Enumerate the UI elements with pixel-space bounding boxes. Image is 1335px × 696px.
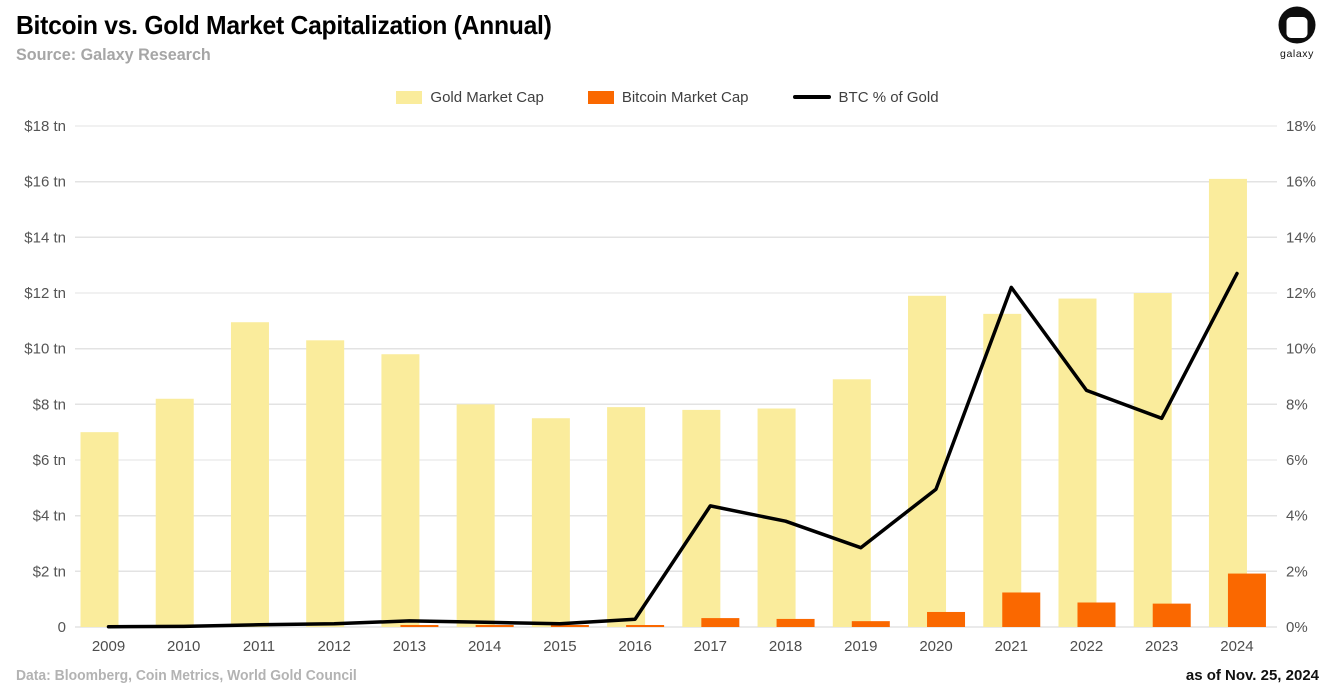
right-axis-tick: 12% [1286, 285, 1316, 302]
left-axis-tick: $2 tn [33, 563, 66, 580]
gold-bar-2016 [607, 407, 646, 627]
x-axis-label-2023: 2023 [1145, 638, 1178, 655]
x-axis-label-2017: 2017 [694, 638, 727, 655]
bitcoin-bar-2022 [1077, 602, 1116, 627]
bitcoin-bar-2023 [1152, 603, 1191, 627]
right-axis-tick: 14% [1286, 229, 1316, 246]
gold-bar-2020 [908, 295, 947, 627]
x-axis-label-2011: 2011 [243, 638, 275, 655]
gold-bar-2023 [1133, 293, 1172, 627]
left-axis-tick: 0 [58, 619, 66, 636]
line-swatch-icon [792, 95, 831, 99]
x-axis-label-2016: 2016 [618, 638, 651, 655]
left-axis-tick: $14 tn [24, 229, 66, 246]
x-axis-label-2015: 2015 [543, 638, 576, 655]
left-axis-tick: $4 tn [33, 508, 66, 525]
x-axis-label-2021: 2021 [995, 638, 1028, 655]
as-of-date: as of Nov. 25, 2024 [1185, 667, 1319, 684]
x-axis-label-2010: 2010 [167, 638, 200, 655]
bitcoin-bar-2018 [776, 618, 815, 627]
right-axis-tick: 8% [1286, 396, 1308, 413]
gold-bar-2024 [1208, 178, 1247, 627]
left-axis-tick: $12 tn [24, 285, 66, 302]
x-axis-label-2019: 2019 [844, 638, 877, 655]
gold-bar-2011 [230, 322, 269, 627]
left-axis-tick: $6 tn [33, 452, 66, 469]
page-title: Bitcoin vs. Gold Market Capitalization (… [16, 10, 552, 40]
bitcoin-bar-2015 [550, 625, 589, 627]
x-axis-label-2012: 2012 [318, 638, 351, 655]
bitcoin-bar-2013 [400, 625, 439, 627]
x-axis-label-2022: 2022 [1070, 638, 1103, 655]
left-axis-tick: $16 tn [24, 174, 66, 191]
source-subtitle: Source: Galaxy Research [16, 45, 211, 64]
legend-label-bitcoin: Bitcoin Market Cap [621, 88, 749, 106]
right-axis-tick: 18% [1286, 118, 1316, 135]
gold-bar-2014 [456, 404, 495, 627]
legend-item-bitcoin: Bitcoin Market Cap [587, 88, 749, 106]
left-axis-tick: $10 tn [24, 341, 66, 358]
data-attribution: Data: Bloomberg, Coin Metrics, World Gol… [16, 668, 357, 684]
x-axis-label-2009: 2009 [92, 638, 125, 655]
x-axis-label-2018: 2018 [769, 638, 802, 655]
right-axis-tick: 2% [1286, 563, 1308, 580]
x-axis-label-2013: 2013 [393, 638, 426, 655]
gold-bar-2015 [531, 418, 570, 627]
bitcoin-swatch-icon [587, 90, 614, 104]
gold-bar-2009 [80, 432, 119, 627]
bitcoin-bar-2024 [1227, 573, 1266, 627]
legend-label-gold: Gold Market Cap [430, 88, 544, 106]
btc-pct-of-gold-line [106, 271, 1239, 629]
right-axis-tick: 0% [1286, 619, 1308, 636]
gold-bar-2021 [983, 313, 1022, 627]
left-axis-tick: $8 tn [33, 396, 66, 413]
chart-legend: Gold Market Cap Bitcoin Market Cap BTC %… [0, 85, 1335, 109]
bitcoin-bar-2019 [851, 621, 890, 627]
bitcoin-bar-2017 [701, 618, 740, 627]
right-axis-tick: 16% [1286, 174, 1316, 191]
gold-bar-2012 [306, 340, 345, 627]
x-axis-label-2014: 2014 [468, 638, 501, 655]
right-axis-tick: 10% [1286, 341, 1316, 358]
gold-bar-2019 [832, 379, 871, 627]
galaxy-logo-icon [1278, 6, 1316, 44]
legend-item-gold: Gold Market Cap [396, 88, 544, 106]
left-axis-tick: $18 tn [24, 118, 66, 135]
gold-bar-2022 [1058, 298, 1097, 627]
right-axis-tick: 4% [1286, 508, 1308, 525]
gold-bar-2013 [381, 354, 420, 627]
galaxy-logo: galaxy [1273, 6, 1321, 60]
x-axis-label-2024: 2024 [1220, 638, 1253, 655]
bitcoin-bar-2016 [626, 625, 665, 627]
legend-label-btc-pct: BTC % of Gold [838, 88, 939, 106]
bitcoin-bar-2014 [475, 625, 514, 627]
gold-bar-2010 [155, 398, 194, 627]
galaxy-logo-label: galaxy [1280, 48, 1314, 60]
gold-swatch-icon [396, 90, 423, 104]
bitcoin-bar-2020 [927, 611, 966, 627]
legend-item-btc-pct: BTC % of Gold [792, 88, 939, 106]
bitcoin-bar-2021 [1002, 592, 1041, 627]
right-axis-tick: 6% [1286, 452, 1308, 469]
x-axis-label-2020: 2020 [919, 638, 952, 655]
